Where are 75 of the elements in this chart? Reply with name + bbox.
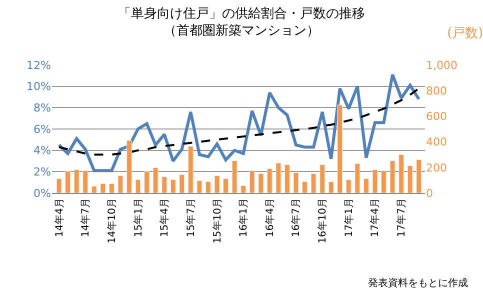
bar bbox=[188, 146, 194, 193]
bar bbox=[65, 171, 70, 193]
bar bbox=[214, 175, 220, 193]
y2-tick-label: 800 bbox=[426, 84, 447, 98]
bar bbox=[179, 174, 185, 193]
bar bbox=[310, 173, 316, 193]
y2-axis-title: (戸数) bbox=[447, 26, 483, 41]
bar bbox=[206, 181, 211, 193]
bar bbox=[56, 178, 62, 193]
bar bbox=[381, 170, 386, 193]
bar bbox=[346, 179, 352, 193]
bar bbox=[284, 164, 290, 193]
bar bbox=[100, 183, 106, 193]
bar bbox=[135, 179, 141, 193]
x-tick-label: 15年10月 bbox=[211, 198, 224, 244]
bar bbox=[372, 169, 378, 193]
y-tick-label: 8% bbox=[34, 102, 51, 115]
y-tick-label: 12% bbox=[26, 58, 51, 72]
bar bbox=[276, 162, 282, 193]
y2-tick-label: 600 bbox=[426, 110, 447, 124]
x-tick-label: 14年4月 bbox=[53, 198, 66, 238]
y2-tick-label: 400 bbox=[426, 136, 447, 149]
bar bbox=[407, 165, 413, 193]
x-tick-label: 15年4月 bbox=[158, 198, 171, 238]
bar bbox=[320, 164, 325, 193]
bar bbox=[354, 163, 360, 193]
bar bbox=[240, 185, 246, 193]
bar bbox=[266, 168, 272, 193]
x-tick-label: 17年4月 bbox=[369, 198, 382, 238]
text: 発表資料をもとに作成 bbox=[368, 277, 468, 289]
chart-subtitle: （首都圏新築マンション） bbox=[164, 24, 320, 39]
y2-tick-label: 1,000 bbox=[426, 58, 458, 72]
bar bbox=[91, 186, 97, 193]
bar bbox=[337, 104, 343, 193]
x-tick-label: 16年1月 bbox=[238, 198, 250, 238]
bar bbox=[302, 181, 308, 193]
bar bbox=[328, 181, 334, 193]
y-tick-label: 6% bbox=[34, 122, 51, 136]
x-tick-label: 17年1月 bbox=[342, 198, 355, 238]
bar bbox=[249, 170, 255, 193]
bar bbox=[364, 178, 369, 193]
line-series bbox=[58, 73, 420, 172]
bar bbox=[223, 178, 228, 193]
bar bbox=[144, 171, 150, 193]
bar bbox=[232, 160, 238, 193]
bar bbox=[416, 159, 422, 193]
bar bbox=[170, 179, 176, 193]
bar bbox=[152, 168, 158, 193]
bar bbox=[74, 169, 80, 193]
bar bbox=[118, 175, 124, 193]
x-tick-label: 15年7月 bbox=[184, 198, 197, 238]
y-tick-label: 0% bbox=[34, 186, 51, 200]
bar bbox=[126, 140, 132, 193]
bar bbox=[293, 172, 299, 193]
bar bbox=[258, 173, 264, 193]
line-series bbox=[58, 87, 420, 156]
x-tick-label: 17年7月 bbox=[396, 198, 408, 238]
bar bbox=[109, 183, 114, 193]
y-tick-label: 4% bbox=[34, 144, 51, 158]
y-tick-label: 2% bbox=[34, 166, 51, 179]
chart-title: 「単身向け住戸」の供給割合・戸数の推移 bbox=[118, 6, 365, 22]
bar bbox=[82, 170, 88, 193]
bar bbox=[398, 154, 404, 193]
bar bbox=[196, 180, 202, 193]
y2-tick-label: 0 bbox=[426, 186, 433, 200]
x-tick-label: 16年4月 bbox=[264, 198, 276, 238]
x-tick-label: 16年7月 bbox=[290, 198, 302, 238]
bar bbox=[162, 176, 167, 193]
x-tick-label: 16年10月 bbox=[316, 198, 329, 244]
x-tick-label: 15年1月 bbox=[132, 198, 144, 238]
x-tick-label: 14年10月 bbox=[106, 198, 118, 244]
x-tick-label: 14年7月 bbox=[80, 198, 92, 238]
bar bbox=[390, 160, 396, 193]
y-tick-label: 10% bbox=[26, 80, 51, 94]
y2-tick-label: 200 bbox=[426, 161, 447, 174]
